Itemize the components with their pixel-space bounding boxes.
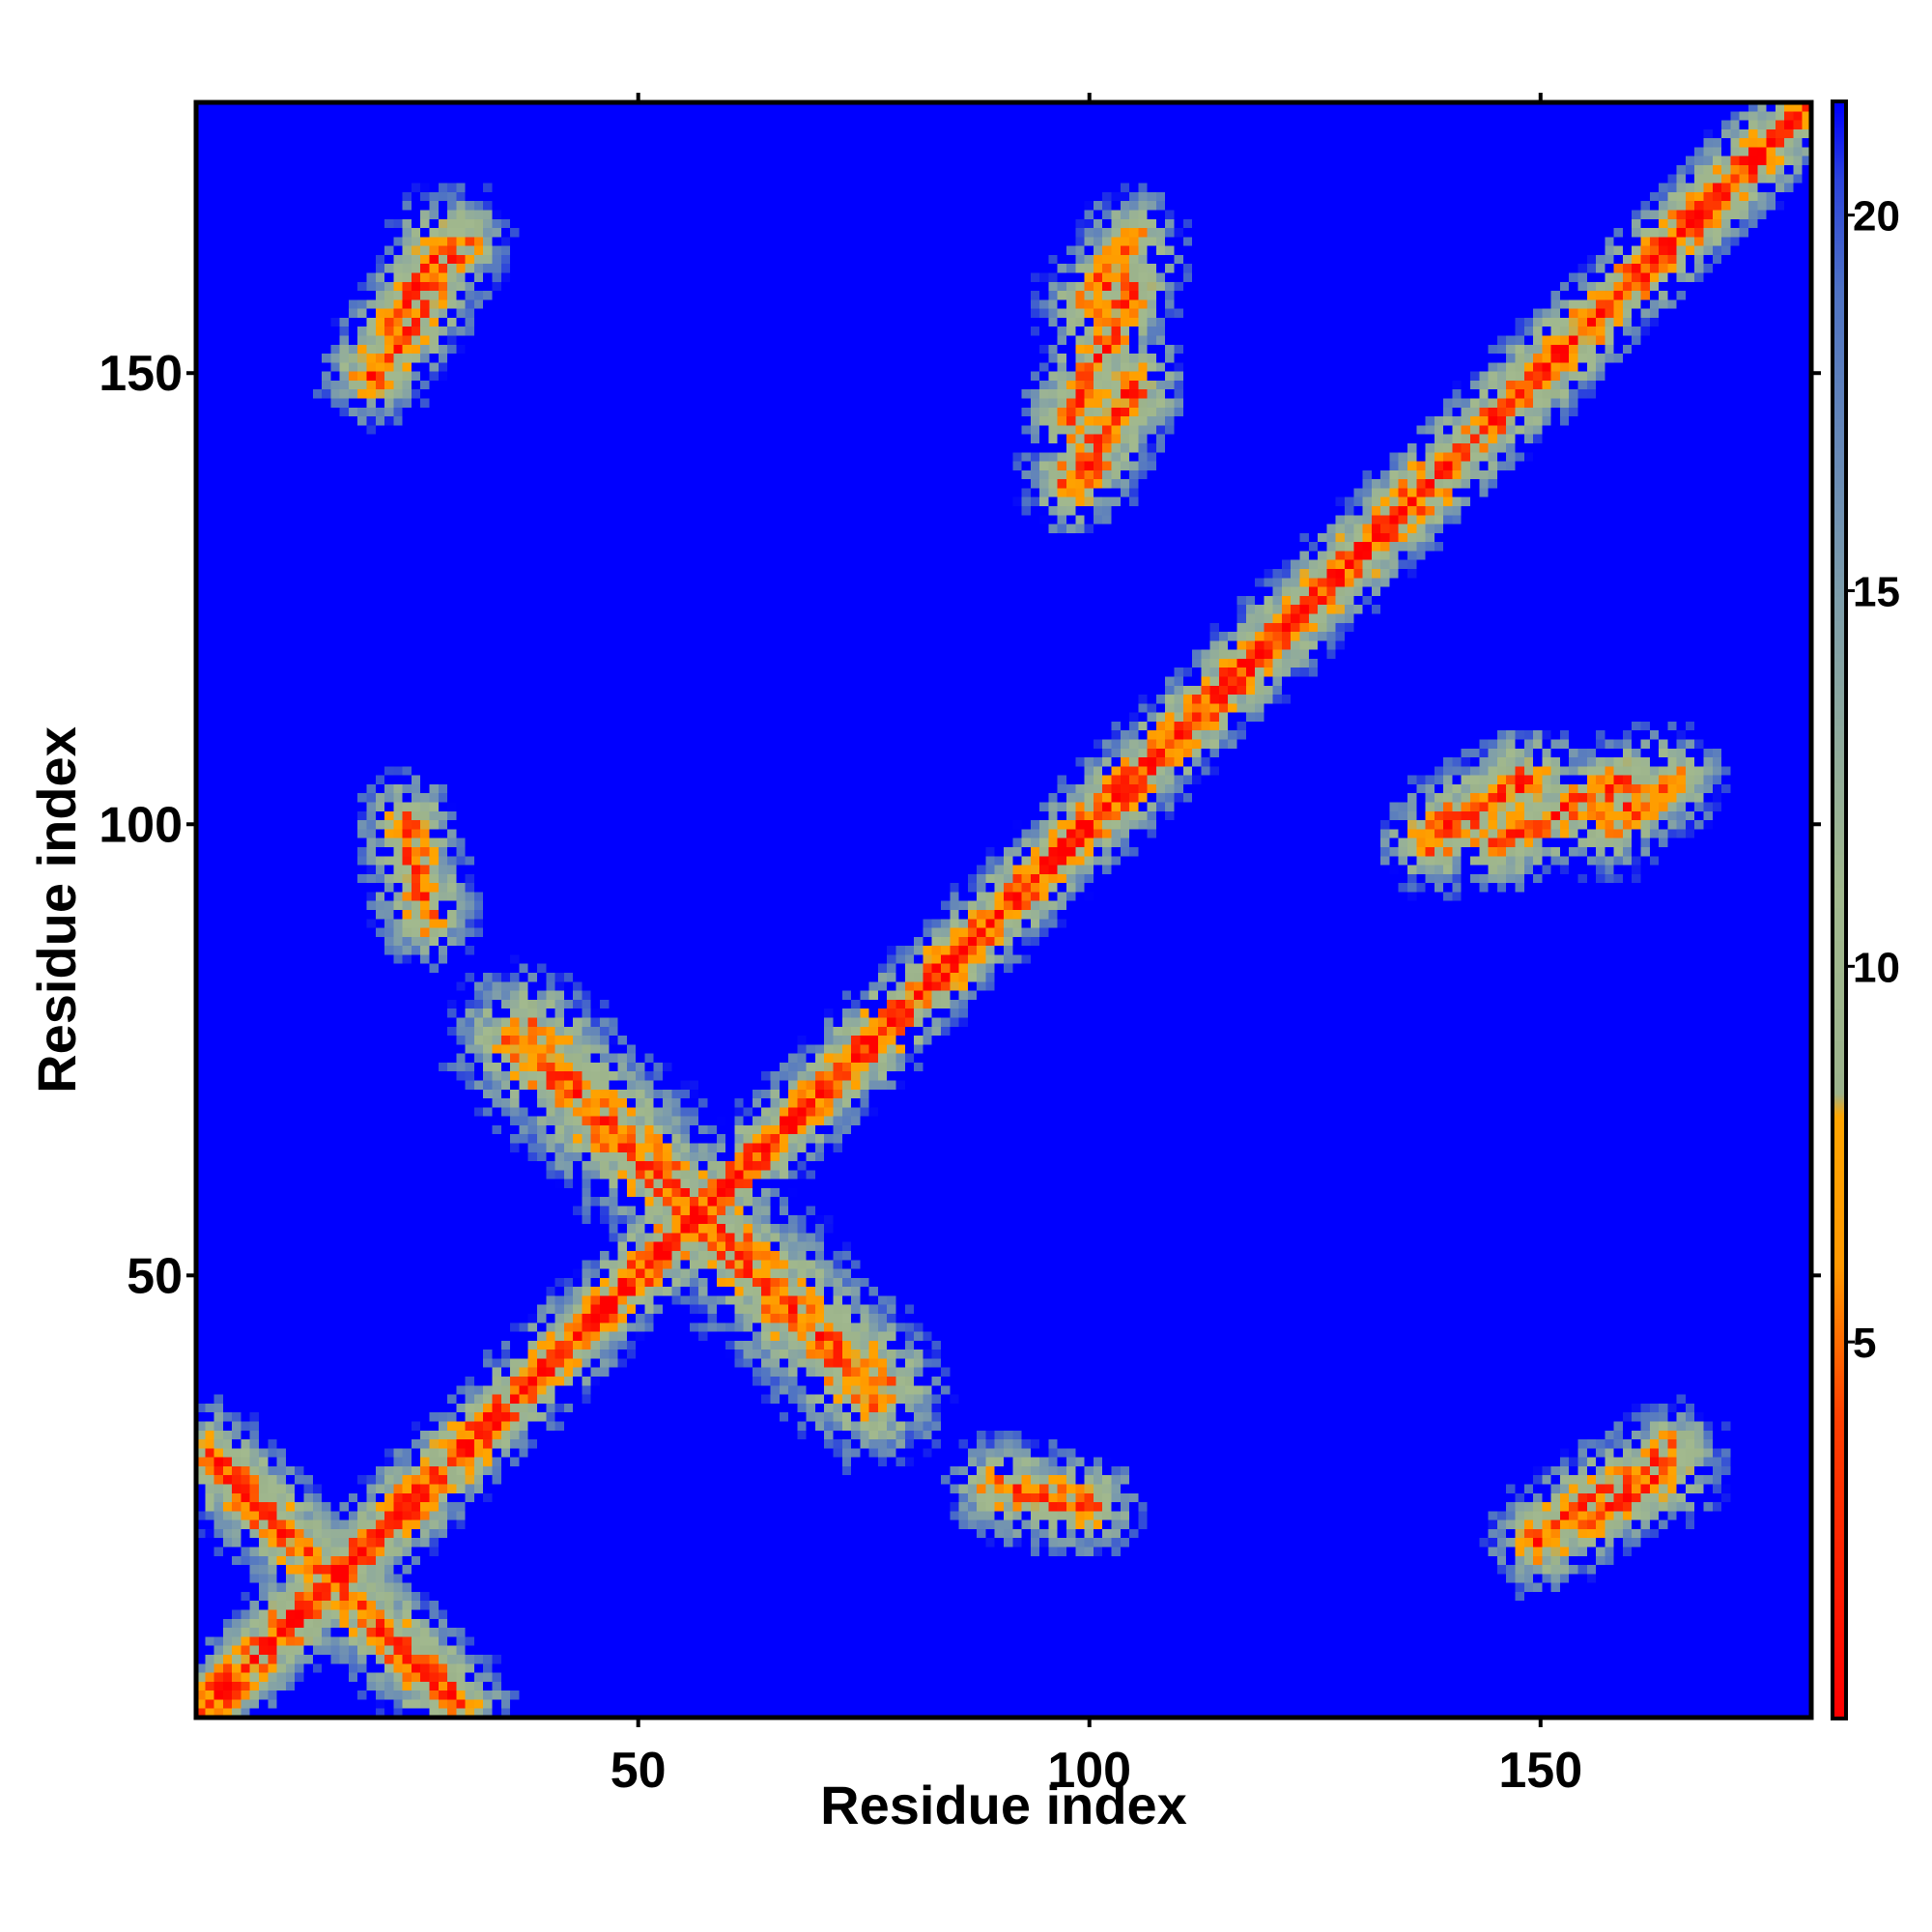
x-tick-label: 50 [611, 1743, 667, 1799]
colorbar-tick-label: 15 [1853, 568, 1900, 615]
heatmap-cells [196, 102, 1811, 1718]
plot-frame [193, 99, 1814, 1720]
colorbar-tick-label: 5 [1853, 1320, 1876, 1367]
y-tick-label: 50 [127, 1248, 183, 1304]
colorbar-gradient [1833, 102, 1845, 1718]
x-axis-label: Residue index [820, 1775, 1187, 1835]
x-tick-label: 100 [1047, 1743, 1131, 1799]
x-tick-label: 150 [1498, 1743, 1582, 1799]
y-tick-label: 150 [99, 346, 183, 402]
colorbar-ticks: 5 10 15 20 [1846, 193, 1900, 1367]
x-axis-ticks: 50 100 150 [611, 93, 1582, 1799]
y-axis-label: Residue index [26, 726, 87, 1094]
y-tick-label: 100 [99, 797, 183, 853]
colorbar-frame [1831, 99, 1848, 1720]
colorbar-tick-label: 20 [1853, 193, 1900, 241]
y-axis-ticks: 50 100 150 [99, 346, 1821, 1304]
colorbar-tick-label: 10 [1853, 944, 1900, 991]
